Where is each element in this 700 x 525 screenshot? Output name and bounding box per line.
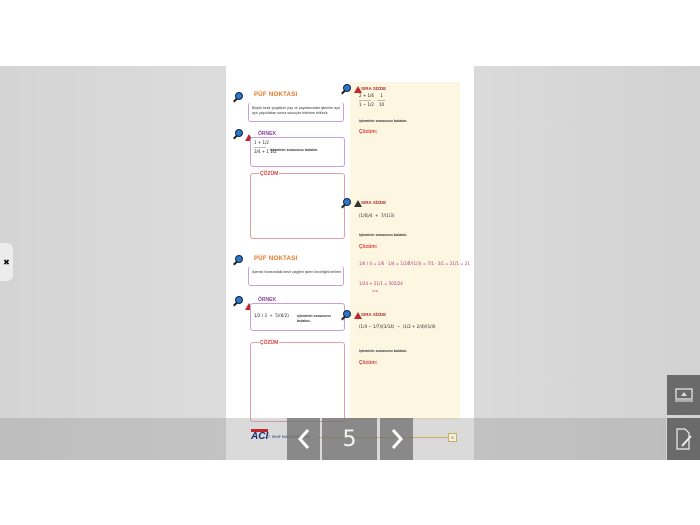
warning-icon [245,303,253,310]
previous-page-button[interactable] [287,418,320,460]
solution-note: (24) [372,289,379,293]
solution-title: ÇÖZÜM [259,171,280,177]
example-expression: 1 + 1/2 ——— 3/4 + 1 1/2 [254,140,277,154]
pin-icon [235,296,243,304]
solution-label: Çözüm: [359,129,378,135]
practice-prompt: işleminin sonucunu bulalım. [359,349,408,353]
publisher-logo: ACI [251,429,269,442]
practice-expression: 2 + 1/6 1 ——— · —— 1 − 1/2 10 [359,93,386,107]
warning-icon [354,200,362,207]
warning-icon [354,86,362,93]
solution-box: ÇÖZÜM [250,340,345,422]
pin-icon [343,198,351,206]
example-box: 1 + 1/2 ——— 3/4 + 1 1/2 işleminin sonucu… [250,137,345,167]
example-prompt: işleminin sonucunu bulalım. [270,148,319,152]
solution-title: ÇÖZÜM [259,340,280,346]
warning-icon [245,134,253,141]
solution-work: 7/(1/3) = 7/1 · 3/1 = 21/1 = 21 [408,261,470,266]
solution-work: 1/24 + 21/1 = 505/24 [359,281,403,286]
tip-box: İşlemin hizasındaki kesir çizgileri işle… [248,266,344,286]
solution-label: Çözüm: [359,360,378,366]
edit-document-button[interactable] [667,418,700,460]
practice-panel: SIRA SİZDE 2 + 1/6 1 ——— · —— 1 − 1/2 10… [343,82,470,420]
pin-icon [235,129,243,137]
tip-text: İşlemin hizasındaki kesir çizgileri işle… [252,270,342,274]
solution-box: ÇÖZÜM [250,171,345,239]
page-badge[interactable]: 5 [448,433,457,442]
pin-icon [235,92,243,100]
tip-box: Büyük kesir çizgisinin pay ve paydasında… [248,102,344,122]
pin-icon [343,84,351,92]
solution-work: 1/6 / 4 = 1/6 · 1/4 = 1/24 [359,261,410,266]
tools-icon: ✖ [3,257,10,267]
practice-prompt: işleminin sonucunu bulalım. [359,233,408,237]
practice-title: SIRA SİZDE [361,86,387,91]
document-page: PÜF NOKTASI Büyük kesir çizgisinin pay v… [226,66,474,460]
practice-title: SIRA SİZDE [361,200,387,205]
footer-series: 7. SINIF MATEMATİK [268,435,302,439]
tip-text: Büyük kesir çizgisinin pay ve paydasında… [252,106,341,115]
example-prompt: işleminin sonucunu bulalım. [297,314,331,323]
pin-icon [343,310,351,318]
edit-document-icon [675,428,692,450]
page-number-display: 5 [322,418,377,460]
pin-icon [235,255,243,263]
practice-prompt: işleminin sonucunu bulalım. [359,119,408,123]
example-expression: 1/2 / 3 + 5/(6/2) [254,313,289,318]
left-drawer-tab[interactable]: ✖ [0,243,13,281]
practice-expression: (1/4 − 1/7)/(3/14) − (1/2 + 2/4)/(1/4) [359,324,436,329]
example-title: ÖRNEK [258,131,277,137]
chevron-left-icon [297,429,309,449]
presentation-icon [674,388,693,402]
next-page-button[interactable] [380,418,413,460]
tip-title: PÜF NOKTASI [254,256,298,262]
practice-expression: (1/6)/4 + 7/(1/3) [359,213,395,218]
solution-label: Çözüm: [359,244,378,250]
tip-title: PÜF NOKTASI [254,92,298,98]
chevron-right-icon [391,429,403,449]
current-page-number: 5 [342,426,357,452]
presentation-button[interactable] [667,375,700,415]
practice-title: SIRA SİZDE [361,312,387,317]
warning-icon [354,312,362,319]
example-title: ÖRNEK [258,297,277,303]
example-box: 1/2 / 3 + 5/(6/2) işleminin sonucunu bul… [250,303,345,331]
